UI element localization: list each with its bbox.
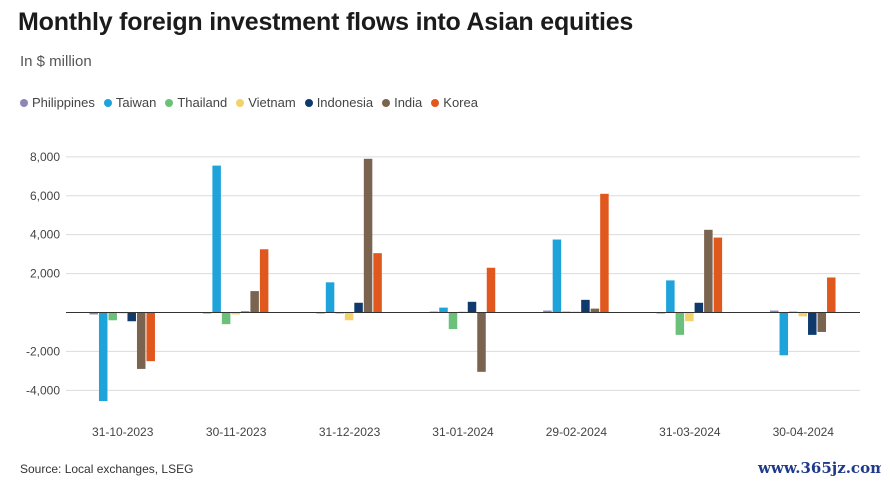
bar-korea-31-10-2023 <box>146 312 155 362</box>
bar-indonesia-29-02-2024 <box>581 299 590 313</box>
bar-india-30-11-2023 <box>250 291 259 313</box>
x-tick-label: 31-01-2024 <box>432 425 494 439</box>
bar-taiwan-31-10-2023 <box>98 312 108 402</box>
bar-indonesia-30-04-2024 <box>808 312 817 335</box>
bar-india-31-10-2023 <box>136 312 146 369</box>
x-tick-label: 31-03-2024 <box>659 425 721 439</box>
legend-item-india: India <box>382 95 422 110</box>
bar-vietnam-30-04-2024 <box>798 312 808 317</box>
legend-swatch-korea <box>431 98 440 107</box>
y-tick-label: 8,000 <box>30 150 60 164</box>
legend-swatch-thailand <box>165 98 174 107</box>
chart-title: Monthly foreign investment flows into As… <box>18 8 634 36</box>
legend-swatch-philippines <box>20 98 28 107</box>
chart-legend: Philippines Taiwan Thailand Vietnam Indonesi… <box>20 95 487 110</box>
y-tick-label: -2,000 <box>26 344 60 358</box>
bar-india-30-04-2024 <box>817 312 827 332</box>
bar-taiwan-30-04-2024 <box>779 312 789 356</box>
bar-philippines-31-10-2023 <box>89 312 98 315</box>
bar-vietnam-31-03-2024 <box>685 312 694 322</box>
bar-korea-31-12-2023 <box>373 253 382 313</box>
legend-item-vietnam: Vietnam <box>236 95 296 110</box>
watermark: www.365jz.com <box>758 459 881 477</box>
legend-item-thailand: Thailand <box>165 95 227 110</box>
legend-label-philippines: Philippines <box>32 95 95 110</box>
bar-taiwan-31-12-2023 <box>325 282 335 313</box>
bar-taiwan-31-03-2024 <box>666 280 675 313</box>
legend-swatch-indonesia <box>304 98 313 107</box>
bar-korea-31-01-2024 <box>486 267 496 313</box>
bar-indonesia-31-12-2023 <box>354 302 363 313</box>
bar-india-31-03-2024 <box>704 229 713 313</box>
legend-swatch-taiwan <box>103 98 112 107</box>
y-tick-label: 2,000 <box>30 267 60 281</box>
bar-indonesia-31-01-2024 <box>467 301 477 313</box>
x-tick-label: 30-04-2024 <box>773 425 835 439</box>
bar-indonesia-31-03-2024 <box>694 302 704 313</box>
legend-item-korea: Korea <box>431 95 478 110</box>
y-tick-label: 6,000 <box>30 189 60 203</box>
bar-vietnam-30-11-2023 <box>231 312 240 315</box>
legend-label-indonesia: Indonesia <box>316 95 374 110</box>
bar-korea-30-04-2024 <box>827 277 836 313</box>
x-tick-label: 30-11-2023 <box>206 425 267 439</box>
legend-item-taiwan: Taiwan <box>103 95 157 110</box>
y-tick-label: 4,000 <box>30 228 60 242</box>
chart-subtitle: In $ million <box>20 53 92 70</box>
legend-label-vietnam: Vietnam <box>248 95 296 110</box>
legend-swatch-vietnam <box>236 98 245 107</box>
legend-label-india: India <box>394 95 423 110</box>
bar-taiwan-31-01-2024 <box>439 307 448 313</box>
bar-india-31-01-2024 <box>477 312 486 372</box>
bar-vietnam-31-12-2023 <box>344 312 354 321</box>
bar-philippines-29-02-2024 <box>543 310 552 313</box>
legend-swatch-india <box>382 98 391 107</box>
legend-label-korea: Korea <box>443 95 478 110</box>
bar-india-29-02-2024 <box>590 308 600 313</box>
bar-india-31-12-2023 <box>363 158 373 313</box>
legend-label-taiwan: Taiwan <box>115 95 157 110</box>
bar-korea-31-03-2024 <box>713 237 723 313</box>
bar-indonesia-31-10-2023 <box>127 312 136 322</box>
bar-philippines-30-04-2024 <box>770 310 779 313</box>
bar-thailand-31-01-2024 <box>448 312 458 330</box>
legend-label-thailand: Thailand <box>177 95 228 110</box>
y-tick-label: -4,000 <box>26 383 60 397</box>
legend-item-philippines: Philippines <box>20 95 95 110</box>
bar-thailand-31-10-2023 <box>108 312 117 321</box>
bar-thailand-30-11-2023 <box>221 312 231 325</box>
bar-thailand-31-03-2024 <box>675 312 685 335</box>
x-tick-label: 31-12-2023 <box>319 425 381 439</box>
bar-taiwan-29-02-2024 <box>552 239 562 313</box>
bar-korea-29-02-2024 <box>600 193 609 313</box>
bar-taiwan-30-11-2023 <box>212 165 221 313</box>
legend-item-indonesia: Indonesia <box>304 95 374 110</box>
x-tick-label: 31-10-2023 <box>92 425 154 439</box>
bar-korea-30-11-2023 <box>259 249 269 313</box>
source-note: Source: Local exchanges, LSEG <box>20 462 194 476</box>
x-tick-label: 29-02-2024 <box>546 425 608 439</box>
